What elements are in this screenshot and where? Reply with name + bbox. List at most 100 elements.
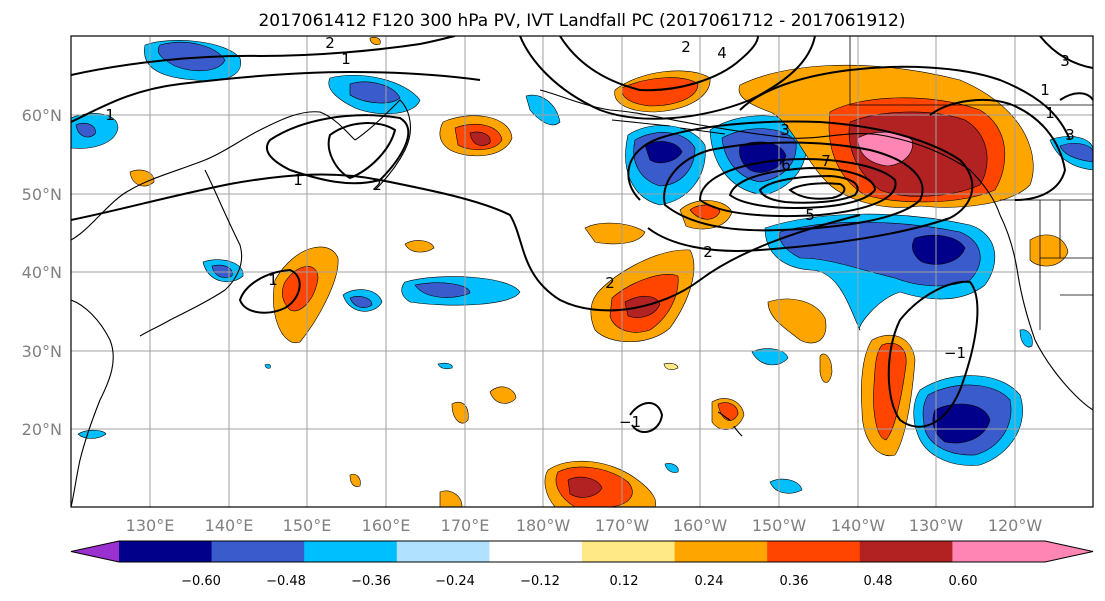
coastlines <box>71 89 1093 507</box>
contour-label: −1 <box>619 413 641 431</box>
north-america-coastline <box>999 214 1093 411</box>
pv-anomaly-blob <box>567 476 603 498</box>
contour-label: 1 <box>268 271 278 289</box>
contour-label: 2 <box>372 176 382 194</box>
pv-anomaly-blob <box>469 131 491 146</box>
ivt-contour-line <box>629 402 664 434</box>
ivt-contour-line <box>238 268 301 314</box>
contour-label: 1 <box>1040 81 1050 99</box>
lat-tick-label: 50°N <box>22 185 62 204</box>
china-coastline <box>71 299 114 507</box>
contour-label: 5 <box>805 206 815 224</box>
pv-anomaly-blob <box>157 42 226 72</box>
latitude-labels: 60°N 50°N 40°N 30°N 20°N <box>22 106 62 439</box>
lat-tick-label: 30°N <box>22 342 62 361</box>
colorbar-extend-min <box>71 541 119 562</box>
state-boundaries <box>1039 200 1093 330</box>
ivt-contour-line <box>929 99 1067 201</box>
colorbar <box>70 540 1094 563</box>
pv-anomaly-blob <box>489 386 517 404</box>
map-frame <box>70 35 1094 508</box>
lat-tick-label: 20°N <box>22 420 62 439</box>
colorbar-tick-label: 0.12 <box>610 574 639 589</box>
contour-label: 7 <box>821 152 831 170</box>
pv-anomaly-blob <box>644 141 683 164</box>
asia-coastline <box>71 111 356 241</box>
pv-anomaly-blob <box>912 235 966 265</box>
contour-label: 1 <box>341 50 351 68</box>
colorbar-segment <box>767 541 861 562</box>
ivt-contour-line <box>788 182 846 200</box>
colorbar-segment <box>859 541 953 562</box>
pv-anomaly-blob <box>663 362 679 370</box>
pv-anomaly-blob <box>717 402 739 421</box>
pv-anomaly-blob <box>264 363 271 369</box>
pv-anomaly-blob <box>75 122 96 138</box>
ivt-contour-line <box>1039 36 1093 69</box>
pv-anomaly-blob <box>664 463 679 473</box>
contour-labels: 2 1 1 1 2 1 2 3 6 7 5 2 4 3 3 1 2 1 −1 −… <box>105 34 1075 431</box>
pv-anomaly-blob <box>439 490 463 507</box>
ivt-contour-line <box>698 158 897 218</box>
contour-label: 1 <box>105 106 115 124</box>
colorbar-segment <box>119 541 213 562</box>
pv-anomaly-blob <box>349 296 373 308</box>
lon-tick-label: 120°W <box>988 516 1043 535</box>
pv-anomaly-blob <box>584 222 646 245</box>
contour-label: 1 <box>1045 104 1055 122</box>
japan-coastline <box>139 169 243 337</box>
pv-anomaly-blob <box>932 403 991 444</box>
pv-anomaly-blob <box>349 81 401 104</box>
pv-anomaly-blob <box>1059 143 1093 163</box>
pv-anomaly-blob <box>451 401 469 424</box>
contour-label: 2 <box>325 34 335 52</box>
lon-tick-label: 180°W <box>516 516 571 535</box>
ivt-contour-line <box>71 173 861 312</box>
ivt-contour-line <box>265 114 410 185</box>
colorbar-extend-max <box>1045 541 1093 562</box>
colorbar-tick-label: −0.24 <box>435 574 475 589</box>
colorbar-tick-label: 0.24 <box>695 574 724 589</box>
lon-tick-label: 140°W <box>831 516 886 535</box>
contour-label: 4 <box>717 44 727 62</box>
aleutian-islands <box>611 119 726 135</box>
lon-tick-label: 130°E <box>126 516 175 535</box>
contour-label: 3 <box>1065 126 1075 144</box>
longitude-labels: 130°E 140°E 150°E 160°E 170°E 180°W 170°… <box>126 516 1043 535</box>
lon-tick-label: 170°E <box>441 516 490 535</box>
colorbar-tick-labels: −0.60 −0.48 −0.36 −0.24 −0.12 0.12 0.24 … <box>181 574 977 589</box>
colorbar-tick-label: −0.36 <box>351 574 391 589</box>
lon-tick-label: 150°E <box>283 516 332 535</box>
contour-label: −1 <box>944 344 966 362</box>
ivt-contour-line <box>71 70 481 123</box>
colorbar-tick-label: 0.36 <box>780 574 809 589</box>
colorbar-outline <box>70 540 1094 563</box>
colorbar-tick-label: −0.48 <box>266 574 306 589</box>
ivt-contour-line <box>559 36 759 92</box>
colorbar-tick-label: −0.12 <box>520 574 560 589</box>
lat-tick-label: 60°N <box>22 106 62 125</box>
ivt-contour-line <box>739 65 1071 141</box>
colorbar-segment <box>582 541 676 562</box>
ivt-contour-line <box>71 36 456 76</box>
pv-anomaly-blob <box>819 353 833 383</box>
lon-tick-label: 170°W <box>595 516 650 535</box>
pv-anomaly-blob <box>369 36 381 45</box>
ivt-contour-line <box>663 141 924 232</box>
ivt-contour-line <box>887 280 979 428</box>
pv-anomaly-blob <box>77 429 107 439</box>
contour-label: 3 <box>1060 52 1070 70</box>
contour-label: 6 <box>781 156 791 174</box>
pv-anomaly-blob <box>437 362 453 370</box>
colorbar-tick-label: −0.60 <box>181 574 221 589</box>
ivt-contour-line <box>1059 92 1093 101</box>
pv-anomaly-blob <box>129 169 155 187</box>
ivt-contour-line <box>519 36 816 120</box>
pv-anomaly-blob <box>349 473 361 487</box>
colorbar-segment <box>952 541 1046 562</box>
pv-anomaly-blob <box>211 264 233 278</box>
pv-anomaly-blob <box>414 282 471 298</box>
ivt-contour-line <box>327 122 397 180</box>
colorbar-segment <box>211 541 305 562</box>
